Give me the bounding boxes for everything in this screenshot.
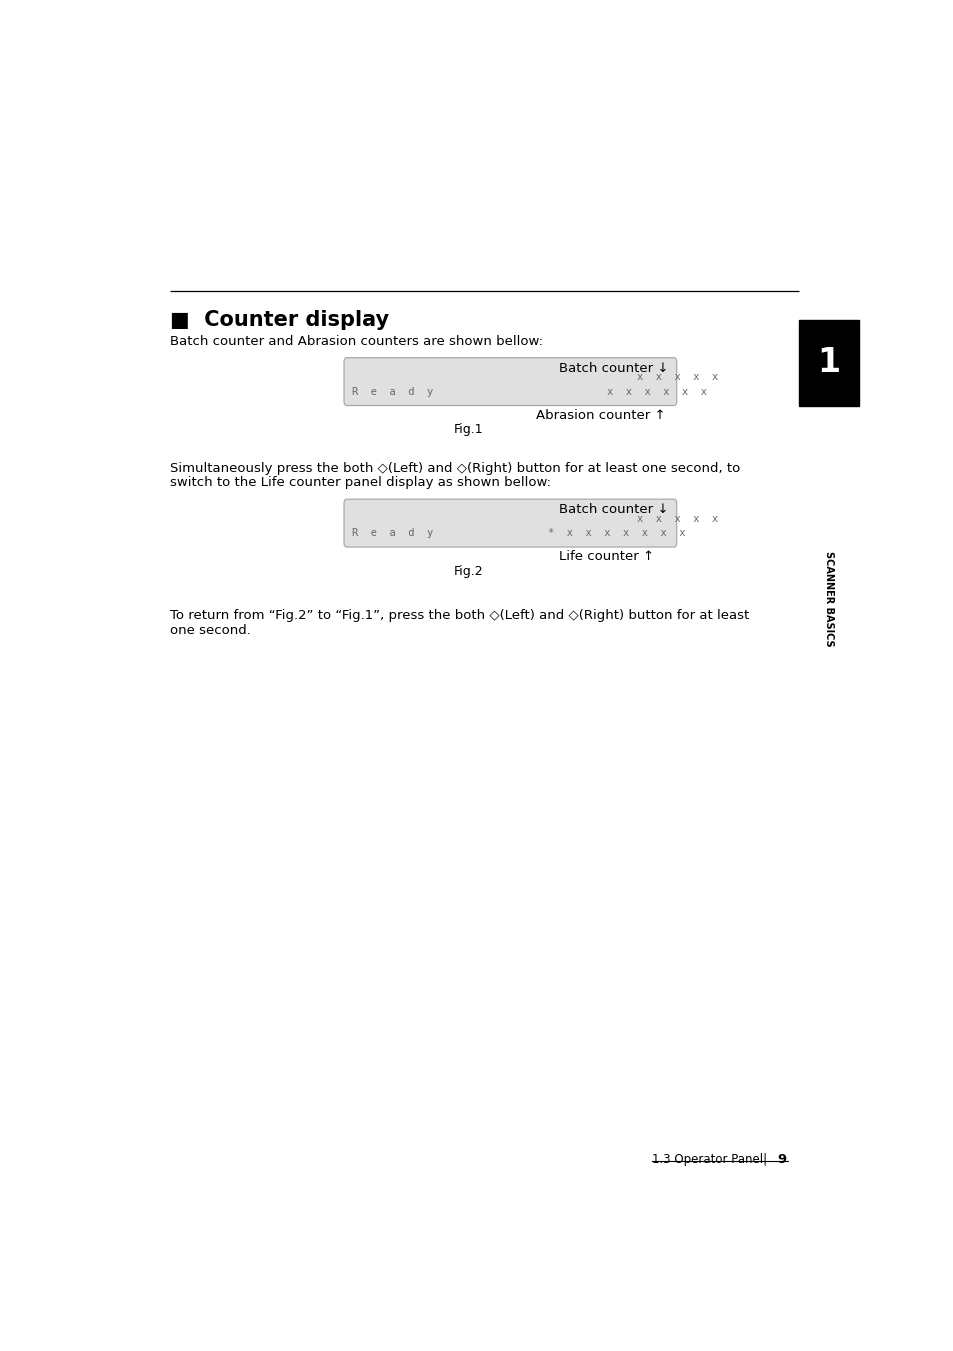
Text: switch to the Life counter panel display as shown bellow:: switch to the Life counter panel display… (170, 477, 550, 489)
FancyBboxPatch shape (344, 499, 676, 547)
Text: 9: 9 (777, 1152, 785, 1166)
Text: Batch counter ↓: Batch counter ↓ (558, 362, 668, 374)
Text: x  x  x  x  x: x x x x x (637, 373, 718, 382)
Text: |: | (761, 1152, 766, 1166)
Text: ■  Counter display: ■ Counter display (170, 309, 388, 330)
Text: Life counter ↑: Life counter ↑ (558, 550, 654, 563)
Text: x  x  x  x  x: x x x x x (637, 513, 718, 524)
Text: 1: 1 (817, 346, 840, 380)
Text: To return from “Fig.2” to “Fig.1”, press the both ◇(Left) and ◇(Right) button fo: To return from “Fig.2” to “Fig.1”, press… (170, 609, 748, 623)
Text: x  x  x  x  x  x: x x x x x x (606, 386, 706, 397)
Text: Fig.2: Fig.2 (454, 565, 483, 578)
Bar (799, 320, 858, 405)
Text: R  e  a  d  y: R e a d y (352, 386, 433, 397)
Text: R  e  a  d  y: R e a d y (352, 528, 433, 539)
Text: Batch counter ↓: Batch counter ↓ (558, 504, 668, 516)
FancyBboxPatch shape (344, 358, 676, 405)
Text: SCANNER BASICS: SCANNER BASICS (823, 551, 833, 647)
Text: *  x  x  x  x  x  x  x: * x x x x x x x (547, 528, 685, 539)
Text: Simultaneously press the both ◇(Left) and ◇(Right) button for at least one secon: Simultaneously press the both ◇(Left) an… (170, 462, 739, 474)
Text: one second.: one second. (170, 624, 250, 638)
Text: 1.3 Operator Panel: 1.3 Operator Panel (651, 1152, 761, 1166)
Text: Fig.1: Fig.1 (454, 423, 483, 436)
Text: Batch counter and Abrasion counters are shown bellow:: Batch counter and Abrasion counters are … (170, 335, 542, 347)
Text: Abrasion counter ↑: Abrasion counter ↑ (535, 408, 664, 422)
